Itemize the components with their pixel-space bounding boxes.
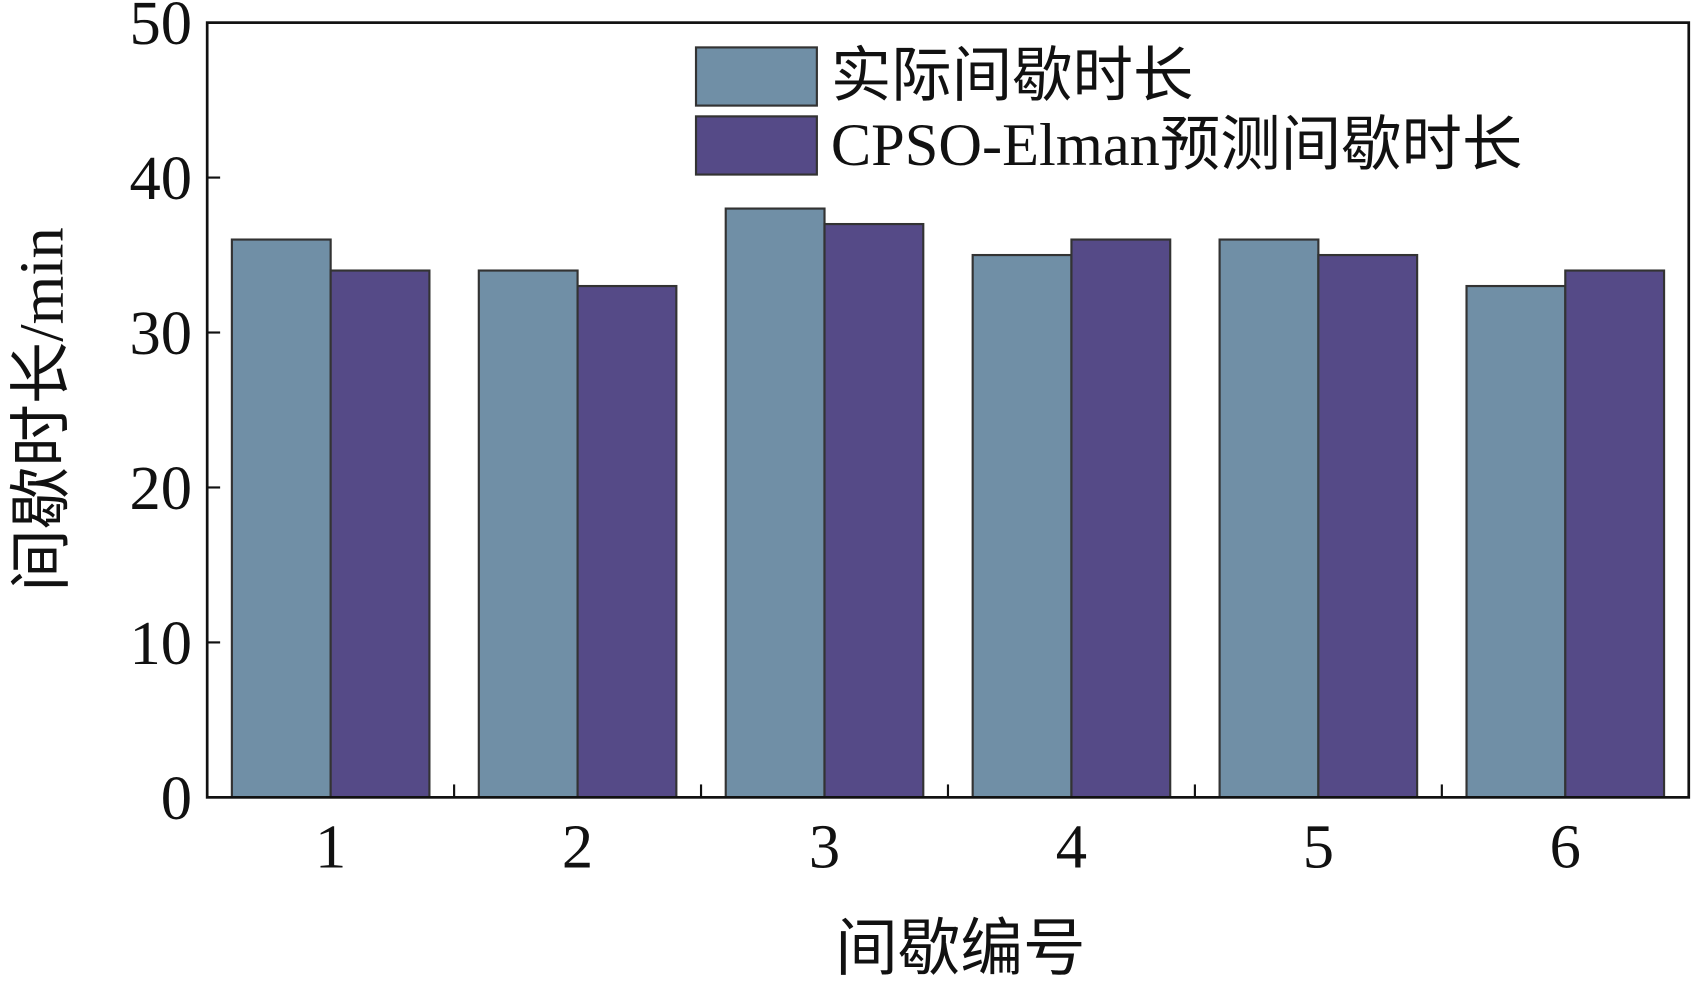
bar (724, 207, 826, 799)
y-tick-label: 10 (129, 608, 192, 678)
bar (329, 269, 431, 799)
y-axis-label: 间歇时长/min (7, 227, 77, 592)
bar (1465, 284, 1567, 799)
bar (576, 284, 678, 799)
bar (1317, 253, 1419, 799)
legend-label: CPSO-Elman预测间歇时长 (831, 112, 1522, 179)
bar (1070, 238, 1172, 799)
x-tick-label: 4 (1056, 811, 1087, 881)
bar (477, 269, 579, 799)
bar (823, 222, 925, 799)
x-tick-label: 3 (809, 811, 840, 881)
bar (230, 238, 332, 799)
x-tick-label: 5 (1303, 811, 1334, 881)
x-tick-label: 1 (315, 811, 346, 881)
x-axis-label: 间歇编号 (835, 914, 1085, 984)
bar (1218, 238, 1320, 799)
y-tick-label: 30 (129, 298, 192, 368)
y-tick-label: 20 (129, 453, 192, 523)
bar (971, 253, 1073, 799)
legend-swatch (694, 46, 818, 107)
y-tick-label: 40 (129, 143, 192, 213)
plot-frame (205, 21, 1691, 799)
bar (1564, 269, 1666, 799)
y-tick-label: 0 (161, 763, 192, 833)
x-tick-label: 2 (562, 811, 593, 881)
legend-label: 实际间歇时长 (831, 43, 1194, 110)
legend-swatch (694, 115, 818, 176)
x-tick-label: 6 (1550, 811, 1581, 881)
y-tick-label: 50 (129, 0, 192, 58)
